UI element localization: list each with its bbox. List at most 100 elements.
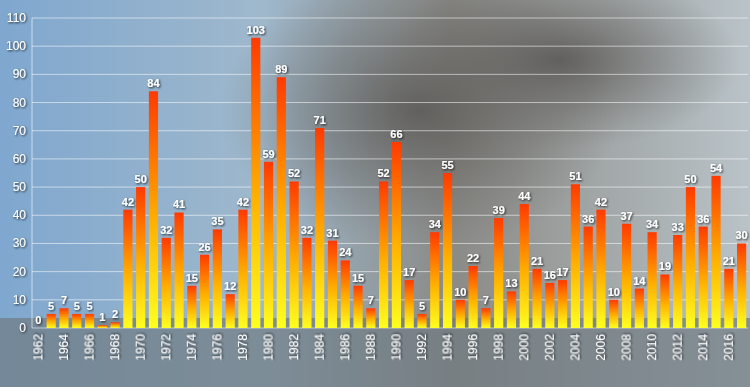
data-label: 7: [368, 294, 374, 306]
bar: [686, 187, 695, 328]
bar: [162, 238, 171, 328]
x-tick-label: 1978: [236, 334, 250, 361]
x-tick-label: 1986: [338, 334, 352, 361]
data-label: 32: [160, 224, 172, 236]
bar: [85, 314, 94, 328]
bar: [341, 260, 350, 328]
x-tick-label: 1996: [466, 334, 480, 361]
bar: [430, 232, 439, 328]
bar: [366, 308, 375, 328]
bar: [136, 187, 145, 328]
data-label: 15: [352, 272, 364, 284]
data-label: 42: [237, 196, 249, 208]
data-label: 7: [483, 294, 489, 306]
chart-root: 0102030405060708090100110057551242508432…: [0, 0, 750, 387]
data-label: 34: [429, 218, 442, 230]
bar: [724, 269, 733, 328]
x-tick-label: 1984: [313, 334, 327, 361]
x-tick-label: 2012: [671, 334, 685, 361]
bar: [277, 77, 286, 328]
data-label: 1: [99, 311, 105, 323]
data-label: 19: [659, 260, 671, 272]
data-label: 55: [441, 159, 453, 171]
data-label: 15: [186, 272, 198, 284]
chart: 0102030405060708090100110057551242508432…: [0, 0, 750, 387]
bar: [392, 142, 401, 328]
bar: [213, 229, 222, 328]
x-tick-label: 1988: [364, 334, 378, 361]
y-tick-label: 10: [13, 293, 27, 307]
data-label: 42: [595, 196, 607, 208]
x-tick-label: 2008: [620, 334, 634, 361]
bar: [622, 224, 631, 328]
data-label: 66: [390, 128, 402, 140]
bar: [699, 227, 708, 328]
data-label: 14: [633, 275, 646, 287]
x-tick-label: 1992: [415, 334, 429, 361]
smoke: [380, 0, 740, 150]
bars: [47, 38, 747, 328]
bar: [481, 308, 490, 328]
data-label: 50: [135, 173, 147, 185]
data-label: 36: [582, 213, 594, 225]
bar: [469, 266, 478, 328]
x-tick-label: 1970: [134, 334, 148, 361]
data-label: 41: [173, 198, 185, 210]
x-tick-label: 2014: [696, 334, 710, 361]
data-label: 32: [301, 224, 313, 236]
bar: [251, 38, 260, 328]
grid-line: [32, 158, 748, 159]
data-label: 22: [467, 252, 479, 264]
y-tick-label: 60: [13, 152, 27, 166]
grid-line: [32, 102, 748, 103]
data-label: 5: [48, 300, 54, 312]
data-label: 16: [544, 269, 556, 281]
x-tick-label: 1976: [210, 334, 224, 361]
bar: [59, 308, 68, 328]
bar: [174, 212, 183, 328]
x-tick-label: 1980: [262, 334, 276, 361]
data-label: 0: [35, 314, 41, 326]
x-tick-label: 1998: [492, 334, 506, 361]
data-label: 24: [339, 246, 352, 258]
data-label: 44: [518, 190, 531, 202]
data-label: 17: [403, 266, 415, 278]
bar: [149, 91, 158, 328]
data-label: 35: [211, 215, 223, 227]
bar: [596, 210, 605, 328]
x-tick-label: 2004: [568, 334, 582, 361]
bar: [328, 241, 337, 328]
data-label: 51: [569, 170, 581, 182]
bar: [405, 280, 414, 328]
bar: [507, 291, 516, 328]
bar: [456, 300, 465, 328]
x-tick-label: 2000: [517, 334, 531, 361]
data-label: 103: [247, 24, 265, 36]
bar: [520, 204, 529, 328]
data-label: 5: [419, 300, 425, 312]
data-label: 30: [735, 229, 747, 241]
x-tick-label: 2010: [645, 334, 659, 361]
bar: [571, 184, 580, 328]
bar: [238, 210, 247, 328]
y-tick-label: 110: [7, 11, 26, 25]
bar: [187, 286, 196, 328]
x-tick-label: 1964: [57, 334, 71, 361]
data-label: 59: [262, 148, 274, 160]
bar: [34, 328, 43, 329]
bar: [315, 128, 324, 328]
y-tick-label: 20: [13, 265, 27, 279]
data-label: 34: [646, 218, 659, 230]
data-label: 21: [531, 255, 543, 267]
bar: [609, 300, 618, 328]
data-label: 13: [505, 277, 517, 289]
bar: [417, 314, 426, 328]
bar: [443, 173, 452, 328]
water: [0, 318, 750, 387]
data-label: 17: [556, 266, 568, 278]
bar: [379, 181, 388, 328]
bar: [711, 176, 720, 328]
bar: [290, 181, 299, 328]
data-label: 33: [672, 221, 684, 233]
y-tick-label: 70: [13, 124, 27, 138]
